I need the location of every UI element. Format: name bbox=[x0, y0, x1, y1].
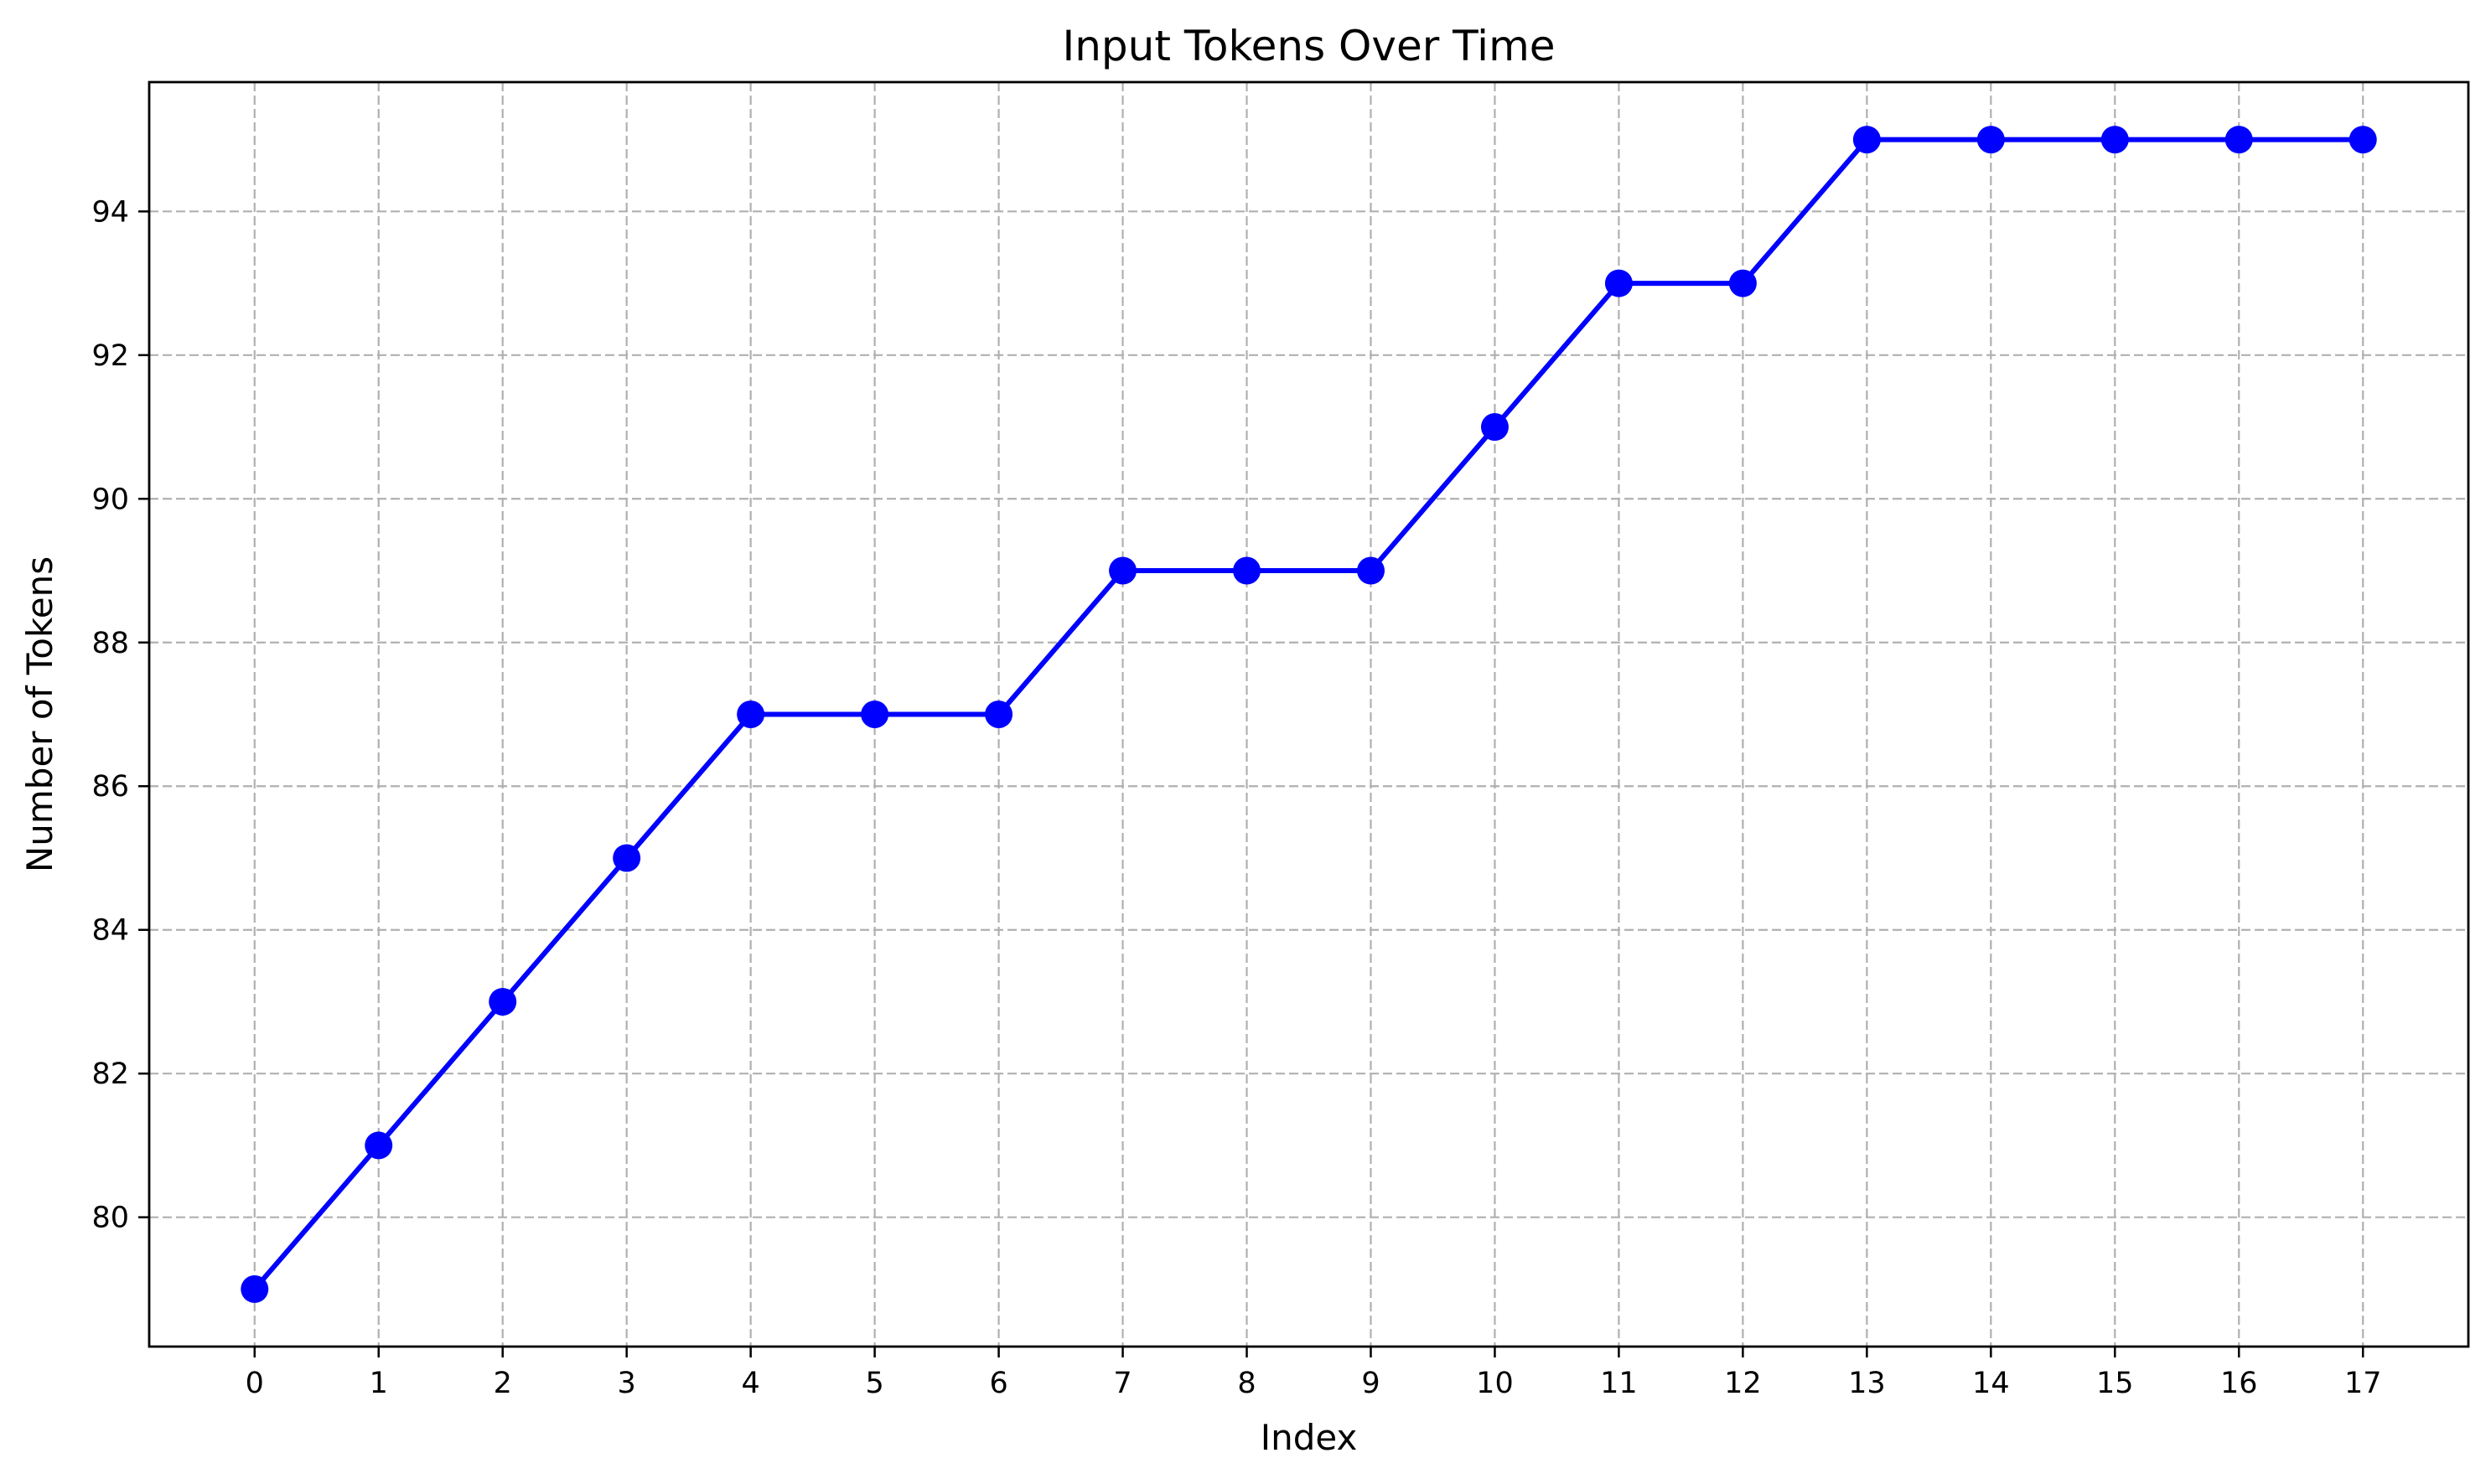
plot-data bbox=[241, 126, 2377, 1303]
x-tick-label: 7 bbox=[1113, 1367, 1132, 1400]
y-tick-label: 94 bbox=[91, 195, 129, 229]
data-point bbox=[861, 701, 889, 728]
y-tick-label: 90 bbox=[91, 483, 129, 516]
x-tick-label: 0 bbox=[246, 1367, 264, 1400]
y-tick-label: 84 bbox=[91, 914, 129, 948]
data-point bbox=[1976, 126, 2005, 154]
y-tick-label: 80 bbox=[91, 1202, 129, 1235]
data-point bbox=[1480, 413, 1509, 442]
data-point bbox=[1233, 556, 1261, 585]
grid bbox=[149, 82, 2468, 1347]
plot-area-frame bbox=[148, 80, 2470, 1348]
x-tick-label: 9 bbox=[1361, 1367, 1380, 1400]
data-point bbox=[1109, 556, 1137, 585]
x-tick-label: 15 bbox=[2096, 1367, 2134, 1400]
data-point bbox=[613, 844, 641, 872]
x-tick-label: 17 bbox=[2344, 1367, 2382, 1400]
data-point bbox=[2349, 126, 2377, 154]
data-point bbox=[489, 987, 517, 1016]
x-tick-label: 4 bbox=[742, 1367, 760, 1400]
y-tick-label: 82 bbox=[91, 1057, 129, 1091]
data-point bbox=[2224, 126, 2253, 154]
chart-title: Input Tokens Over Time bbox=[1062, 22, 1555, 70]
x-tick-label: 11 bbox=[1600, 1367, 1638, 1400]
data-point bbox=[241, 1275, 269, 1303]
x-tick-label: 14 bbox=[1972, 1367, 2010, 1400]
y-axis-label: Number of Tokens bbox=[19, 556, 60, 872]
y-tick-label: 92 bbox=[91, 339, 129, 373]
axis-ticks: 0 1 2 3 4 5 6 7 8 9 10 11 12 13 14 15 16 1780828486889092… bbox=[91, 195, 2381, 1400]
y-tick-label: 88 bbox=[91, 627, 129, 660]
data-point bbox=[737, 701, 765, 728]
x-tick-label: 6 bbox=[989, 1367, 1007, 1400]
data-point bbox=[1852, 126, 1881, 154]
data-point bbox=[1356, 556, 1385, 585]
y-tick-label: 86 bbox=[91, 770, 129, 804]
series-line bbox=[252, 137, 2364, 1291]
x-tick-label: 12 bbox=[1724, 1367, 1762, 1400]
data-point bbox=[2100, 126, 2129, 154]
x-tick-label: 3 bbox=[618, 1367, 636, 1400]
x-tick-label: 16 bbox=[2220, 1367, 2258, 1400]
x-axis-label: Index bbox=[1261, 1417, 1358, 1458]
data-point bbox=[365, 1131, 393, 1160]
data-point bbox=[1728, 269, 1757, 297]
data-point bbox=[985, 701, 1013, 728]
x-tick-label: 10 bbox=[1476, 1367, 1514, 1400]
x-tick-label: 8 bbox=[1237, 1367, 1256, 1400]
x-tick-label: 1 bbox=[370, 1367, 388, 1400]
x-tick-label: 5 bbox=[865, 1367, 883, 1400]
x-tick-label: 2 bbox=[494, 1367, 512, 1400]
x-tick-label: 13 bbox=[1848, 1367, 1886, 1400]
data-point bbox=[1604, 269, 1633, 297]
